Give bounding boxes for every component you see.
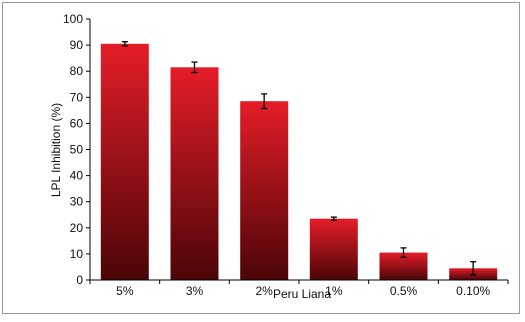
y-tick-label-7: 70 <box>70 90 84 104</box>
y-tick-label-4: 40 <box>70 169 84 183</box>
error-bar-1 <box>121 41 128 47</box>
bar-4 <box>309 218 358 280</box>
x-tick-label-3: 2% <box>255 284 273 298</box>
y-tick-label-2: 20 <box>70 221 84 235</box>
y-tick-label-5: 50 <box>70 143 84 157</box>
x-tick-label-2: 3% <box>186 284 204 298</box>
y-tick-label-3: 30 <box>70 195 84 209</box>
x-tick-label-4: 1% <box>325 284 343 298</box>
error-bar-2 <box>191 61 198 74</box>
y-tick-label-6: 60 <box>70 116 84 130</box>
x-tick-label-6: 0.10% <box>456 284 490 298</box>
y-tick-label-0: 0 <box>76 273 83 287</box>
bar-1 <box>100 43 149 280</box>
chart-frame <box>2 2 520 314</box>
error-bar-3 <box>261 93 268 110</box>
error-bar-4 <box>330 216 337 221</box>
y-tick-label-9: 90 <box>70 38 84 52</box>
bar-3 <box>240 101 289 280</box>
y-axis-title: LPL Inhibition (%) <box>49 103 63 197</box>
y-tick-label-8: 80 <box>70 64 84 78</box>
error-bar-6 <box>470 261 477 276</box>
y-tick-label-1: 10 <box>70 247 84 261</box>
x-tick-label-1: 5% <box>116 284 134 298</box>
x-tick-label-5: 0.5% <box>390 284 418 298</box>
y-tick-label-10: 100 <box>63 12 83 26</box>
x-axis-title: Peru Liana <box>273 287 331 301</box>
error-bar-5 <box>400 247 407 258</box>
bar-2 <box>170 67 219 280</box>
